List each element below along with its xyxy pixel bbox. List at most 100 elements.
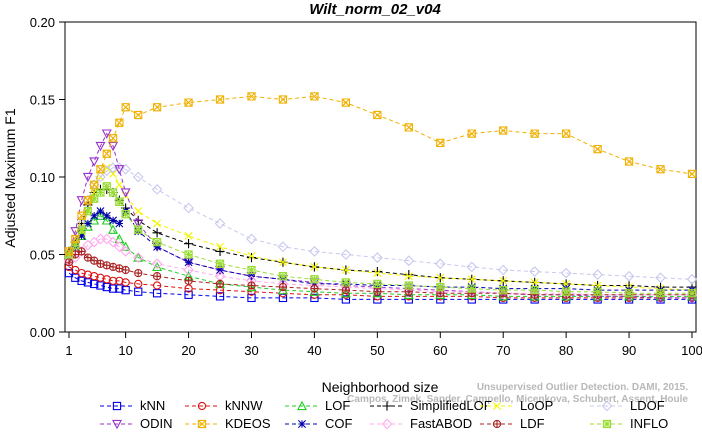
- data-point-ldf: [121, 265, 130, 275]
- series-line-knnw: [68, 266, 692, 299]
- data-point-lof: [372, 287, 383, 298]
- legend-marker-knnw: [197, 401, 207, 411]
- data-point-fastabod: [113, 241, 125, 253]
- data-point-simplifiedlof: [404, 270, 414, 280]
- data-point-ldof: [214, 218, 226, 229]
- data-point-ldf: [341, 286, 351, 295]
- data-point-lof: [95, 210, 106, 220]
- data-point-ldof: [151, 184, 163, 195]
- legend-label: kNNW: [225, 398, 263, 413]
- series-ldf: [64, 247, 697, 299]
- x-tick-label: 100: [681, 343, 702, 358]
- data-point-kdeos: [404, 123, 413, 132]
- legend-item-ldof: LDOF: [590, 398, 665, 413]
- series-ldof: [63, 162, 698, 285]
- data-point-kdeos: [96, 165, 105, 174]
- data-point-ldf: [278, 282, 288, 292]
- data-point-odin: [76, 196, 87, 206]
- data-point-cof: [90, 211, 99, 220]
- data-point-inflo: [71, 241, 80, 250]
- data-point-fastabod: [183, 264, 194, 276]
- credit-line: Campos, Zimek, Sander, Campello, Micenko…: [347, 394, 688, 405]
- data-point-knn: [215, 292, 225, 301]
- data-point-ldof: [529, 266, 541, 277]
- legend-marker-lof: [296, 400, 308, 411]
- data-point-ldf: [215, 279, 225, 289]
- data-point-kdeos: [77, 211, 86, 220]
- legend-marker-kdeos: [197, 419, 207, 429]
- data-point-simplifiedlof: [152, 228, 162, 238]
- x-tick-label: 1: [65, 343, 72, 358]
- data-point-cof: [310, 279, 319, 288]
- x-tick-label: 40: [307, 343, 321, 358]
- data-point-inflo: [687, 289, 697, 298]
- y-tick-label: 0.10: [30, 170, 55, 185]
- data-point-ldof: [623, 270, 635, 282]
- data-point-kdeos: [83, 196, 93, 205]
- data-point-kdeos: [436, 138, 445, 148]
- legend-label: COF: [325, 416, 353, 431]
- x-tick-label: 70: [496, 343, 510, 358]
- data-point-knn: [115, 284, 124, 293]
- data-point-odin: [133, 219, 144, 229]
- legend-item-loop: LoOP: [480, 398, 553, 413]
- data-point-loop: [530, 278, 539, 287]
- data-point-loop: [115, 180, 124, 189]
- data-point-kdeos: [310, 92, 319, 101]
- legend-marker-loop: [493, 402, 501, 410]
- legend-label: LoOP: [520, 398, 553, 413]
- data-point-ldof: [132, 171, 144, 183]
- data-point-ldf: [134, 268, 143, 278]
- x-tick-label: 90: [622, 343, 636, 358]
- y-tick-label: 0.00: [30, 325, 55, 340]
- data-point-inflo: [310, 275, 319, 284]
- x-tick-label: 60: [433, 343, 447, 358]
- data-point-inflo: [108, 188, 118, 197]
- legend-marker-ldf: [492, 419, 502, 429]
- data-point-cof: [109, 216, 118, 225]
- data-point-kdeos: [656, 165, 665, 174]
- data-point-kdeos: [134, 110, 143, 120]
- data-point-knnw: [121, 278, 130, 287]
- data-point-loop: [216, 242, 225, 251]
- data-point-kdeos: [530, 129, 539, 138]
- data-point-fastabod: [120, 246, 132, 257]
- legend-item-knn: kNN: [100, 398, 165, 413]
- data-point-kdeos: [624, 157, 634, 166]
- data-point-kdeos: [115, 118, 124, 127]
- data-point-inflo: [656, 289, 665, 298]
- data-point-inflo: [83, 206, 93, 216]
- legend-label: FastABOD: [410, 416, 472, 431]
- data-point-simplifiedlof: [372, 266, 382, 277]
- data-point-inflo: [624, 289, 634, 298]
- data-point-kdeos: [184, 98, 193, 107]
- data-point-ldf: [247, 281, 256, 290]
- data-point-ldf: [108, 262, 118, 272]
- data-point-loop: [436, 273, 445, 282]
- data-point-loop: [278, 258, 287, 267]
- data-point-inflo: [115, 197, 124, 206]
- chart-title: Wilt_norm_02_v04: [309, 1, 441, 18]
- legend-label: LDOF: [630, 398, 665, 413]
- data-point-inflo: [436, 282, 445, 292]
- data-point-knnw: [90, 272, 99, 281]
- data-point-kdeos: [152, 103, 162, 112]
- data-point-knnw: [115, 276, 124, 285]
- data-point-odin: [82, 172, 93, 183]
- data-point-odin: [89, 157, 100, 167]
- data-point-ldof: [277, 241, 289, 253]
- legend-marker-inflo: [602, 419, 612, 429]
- data-point-knnw: [96, 273, 105, 282]
- data-point-loop: [467, 275, 476, 284]
- series-line-simplifiedlof: [68, 188, 692, 288]
- data-point-loop: [134, 207, 143, 216]
- data-point-ldof: [560, 267, 572, 279]
- data-point-fastabod: [151, 258, 163, 270]
- data-point-lof: [89, 215, 100, 225]
- data-point-cof: [153, 242, 162, 251]
- x-tick-label: 10: [118, 343, 132, 358]
- data-point-ldof: [183, 202, 194, 214]
- data-point-odin: [114, 165, 125, 175]
- data-point-cof: [184, 258, 193, 267]
